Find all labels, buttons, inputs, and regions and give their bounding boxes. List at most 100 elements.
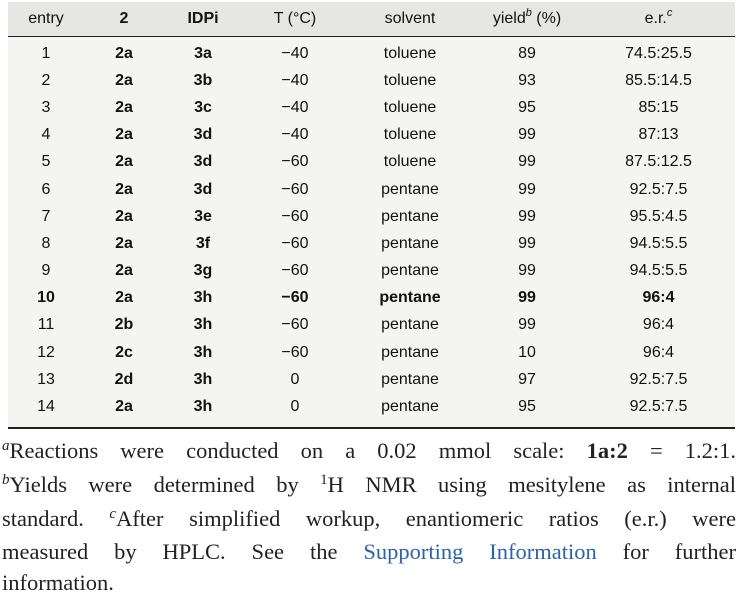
cell-compound: 2d — [114, 370, 134, 388]
table-row: 8 2a 3f −60 pentane 99 94.5:5.5 — [8, 230, 735, 257]
cell-compound: 2a — [115, 234, 133, 252]
cell-entry: 9 — [41, 262, 51, 280]
header-solvent: solvent — [348, 2, 472, 37]
cell-entry: 8 — [41, 234, 51, 252]
cell-compound: 2a — [115, 98, 133, 116]
cell-solvent: toluene — [383, 126, 437, 144]
cell-temperature: 0 — [290, 370, 300, 388]
cell-temperature: −60 — [281, 289, 309, 307]
cell-compound: 2a — [115, 126, 133, 144]
footnote-mark-c: c — [109, 505, 117, 522]
table-row: 13 2d 3h 0 pentane 97 92.5:7.5 — [8, 366, 735, 393]
cell-catalyst: 3f — [195, 234, 211, 252]
cell-entry: 3 — [41, 98, 51, 116]
footnote-b-text-cont: H NMR using mesitylene as internal — [327, 471, 736, 497]
cell-solvent: pentane — [381, 262, 439, 280]
footnote-b-text-end: standard. — [2, 505, 110, 531]
cell-solvent: pentane — [381, 207, 439, 225]
footnote-line: aReactions were conducted on a 0.02 mmol… — [2, 436, 736, 470]
header-yield-label: yield — [492, 10, 526, 27]
cell-solvent: toluene — [383, 98, 437, 116]
footnote-a-ratio-label: 1a:2 — [586, 438, 628, 463]
cell-temperature: −40 — [281, 44, 309, 62]
cell-er: 85.5:14.5 — [625, 71, 692, 89]
footnote-c-text-end: information. — [2, 570, 114, 596]
cell-compound: 2a — [115, 289, 133, 307]
cell-yield: 97 — [518, 370, 536, 388]
footnote-mark-b: b — [2, 471, 10, 488]
cell-yield: 95 — [518, 98, 536, 116]
cell-entry: 5 — [41, 153, 51, 171]
cell-solvent: pentane — [381, 343, 439, 361]
cell-entry: 11 — [37, 316, 55, 334]
table-header-row: entry 2 IDPi T (°C) solvent yieldb (%) e… — [8, 2, 735, 37]
cell-catalyst: 3h — [193, 343, 213, 361]
cell-compound: 2b — [114, 316, 134, 334]
cell-catalyst: 3d — [193, 153, 213, 171]
cell-catalyst: 3e — [194, 207, 212, 225]
table-row: 14 2a 3h 0 pentane 95 92.5:7.5 — [8, 393, 735, 426]
cell-catalyst: 3d — [193, 180, 213, 198]
cell-yield: 95 — [518, 398, 536, 416]
cell-entry: 4 — [41, 126, 51, 144]
cell-yield: 99 — [518, 316, 536, 334]
footnote-c-text-after-link: for further — [596, 539, 737, 565]
cell-temperature: −60 — [281, 180, 309, 198]
cell-er: 87:13 — [638, 126, 679, 144]
cell-entry: 12 — [37, 343, 55, 361]
cell-catalyst: 3c — [194, 98, 212, 116]
cell-er: 74.5:25.5 — [625, 44, 692, 62]
table-footnotes: aReactions were conducted on a 0.02 mmol… — [2, 436, 736, 599]
cell-solvent: pentane — [381, 398, 439, 416]
cell-solvent: toluene — [383, 153, 437, 171]
cell-er: 95.5:4.5 — [629, 207, 688, 225]
cell-temperature: −40 — [281, 71, 309, 89]
cell-compound: 2a — [115, 207, 133, 225]
cell-entry: 10 — [37, 289, 55, 307]
results-table-container: entry 2 IDPi T (°C) solvent yieldb (%) e… — [8, 2, 735, 429]
cell-er: 87.5:12.5 — [625, 153, 692, 171]
footnote-c-text-cont: measured by HPLC. See the — [2, 539, 364, 565]
cell-er: 96:4 — [642, 343, 675, 361]
cell-er: 96:4 — [642, 289, 675, 307]
cell-solvent: toluene — [383, 44, 437, 62]
cell-compound: 2a — [115, 180, 133, 198]
cell-temperature: −60 — [281, 153, 309, 171]
cell-compound: 2c — [115, 343, 133, 361]
table-row: 2 2a 3b −40 toluene 93 85.5:14.5 — [8, 67, 735, 94]
cell-temperature: −60 — [281, 343, 309, 361]
cell-temperature: −60 — [281, 234, 309, 252]
cell-er: 92.5:7.5 — [629, 370, 688, 388]
cell-solvent: pentane — [381, 370, 439, 388]
table-row: 6 2a 3d −60 pentane 99 92.5:7.5 — [8, 176, 735, 203]
supporting-information-link[interactable]: Supporting Information — [363, 539, 597, 565]
cell-entry: 14 — [37, 398, 55, 416]
cell-solvent: pentane — [381, 180, 439, 198]
cell-entry: 13 — [37, 370, 55, 388]
cell-solvent: pentane — [379, 289, 441, 307]
table-row: 11 2b 3h −60 pentane 99 96:4 — [8, 312, 735, 339]
header-temperature: T (°C) — [242, 2, 348, 37]
cell-yield: 99 — [518, 126, 536, 144]
cell-yield: 93 — [518, 71, 536, 89]
cell-temperature: −60 — [281, 262, 309, 280]
table-body: 1 2a 3a −40 toluene 89 74.5:25.5 2 2a 3b −40 toluen… — [8, 37, 735, 427]
footnote-mark-a: a — [2, 438, 10, 454]
cell-yield: 99 — [518, 289, 536, 307]
footnote-line: measured by HPLC. See the Supporting Inf… — [2, 537, 736, 568]
table-row: 3 2a 3c −40 toluene 95 85:15 — [8, 94, 735, 121]
cell-yield: 99 — [518, 262, 536, 280]
cell-er: 94.5:5.5 — [629, 234, 688, 252]
header-compound: 2 — [84, 2, 164, 37]
footnote-line: standard. cAfter simplified workup, enan… — [2, 504, 736, 538]
cell-yield: 99 — [518, 207, 536, 225]
footnote-ref-c: c — [666, 6, 673, 19]
cell-compound: 2a — [115, 262, 133, 280]
table-row: 10 2a 3h −60 pentane 99 96:4 — [8, 285, 735, 312]
cell-temperature: −40 — [281, 98, 309, 116]
cell-compound: 2a — [115, 153, 133, 171]
cell-yield: 99 — [518, 180, 536, 198]
cell-catalyst: 3b — [193, 71, 213, 89]
cell-er: 94.5:5.5 — [629, 262, 688, 280]
table-row: 5 2a 3d −60 toluene 99 87.5:12.5 — [8, 149, 735, 176]
